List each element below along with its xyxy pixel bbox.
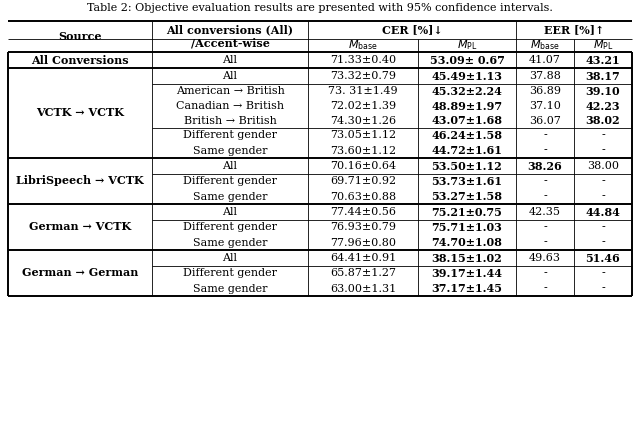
Text: 43.21: 43.21	[586, 54, 620, 65]
Text: Same gender: Same gender	[193, 238, 268, 248]
Text: $M_{\mathrm{PL}}$: $M_{\mathrm{PL}}$	[593, 39, 613, 52]
Text: 73.32±0.79: 73.32±0.79	[330, 71, 396, 81]
Text: All: All	[223, 71, 237, 81]
Text: 73. 31±1.49: 73. 31±1.49	[328, 86, 398, 96]
Text: 70.63±0.88: 70.63±0.88	[330, 191, 396, 201]
Text: -: -	[601, 177, 605, 187]
Text: 53.09± 0.67: 53.09± 0.67	[429, 54, 504, 65]
Text: 53.73±1.61: 53.73±1.61	[431, 176, 502, 187]
Text: All: All	[223, 55, 237, 65]
Text: -: -	[543, 191, 547, 201]
Text: 77.96±0.80: 77.96±0.80	[330, 238, 396, 248]
Text: 36.89: 36.89	[529, 86, 561, 96]
Text: -: -	[543, 283, 547, 293]
Text: 71.33±0.40: 71.33±0.40	[330, 55, 396, 65]
Text: VCTK → VCTK: VCTK → VCTK	[36, 108, 124, 119]
Text: -: -	[601, 130, 605, 140]
Text: 37.17±1.45: 37.17±1.45	[431, 283, 502, 294]
Text: -: -	[601, 222, 605, 232]
Text: 76.93±0.79: 76.93±0.79	[330, 222, 396, 232]
Text: Same gender: Same gender	[193, 191, 268, 201]
Text: 42.23: 42.23	[586, 101, 620, 112]
Text: American → British: American → British	[175, 86, 284, 96]
Text: 36.07: 36.07	[529, 116, 561, 126]
Text: -: -	[543, 222, 547, 232]
Text: 53.50±1.12: 53.50±1.12	[431, 160, 502, 171]
Text: 75.21±0.75: 75.21±0.75	[431, 207, 502, 218]
Text: -: -	[543, 269, 547, 279]
Text: 74.70±1.08: 74.70±1.08	[431, 237, 502, 248]
Text: LibriSpeech → VCTK: LibriSpeech → VCTK	[16, 176, 144, 187]
Text: 38.02: 38.02	[586, 115, 620, 126]
Text: 44.84: 44.84	[586, 207, 620, 218]
Text: 37.88: 37.88	[529, 71, 561, 81]
Text: Different gender: Different gender	[183, 130, 277, 140]
Text: 73.60±1.12: 73.60±1.12	[330, 146, 396, 156]
Text: 37.10: 37.10	[529, 101, 561, 111]
Text: All: All	[223, 207, 237, 217]
Text: 39.10: 39.10	[586, 86, 620, 97]
Text: 75.71±1.03: 75.71±1.03	[431, 222, 502, 233]
Text: 46.24±1.58: 46.24±1.58	[431, 130, 502, 141]
Text: British → British: British → British	[184, 116, 276, 126]
Text: 70.16±0.64: 70.16±0.64	[330, 161, 396, 171]
Text: 72.02±1.39: 72.02±1.39	[330, 101, 396, 111]
Text: Different gender: Different gender	[183, 222, 277, 232]
Text: -: -	[543, 238, 547, 248]
Text: -: -	[601, 146, 605, 156]
Text: Same gender: Same gender	[193, 283, 268, 293]
Text: -: -	[601, 191, 605, 201]
Text: -: -	[543, 130, 547, 140]
Text: 45.32±2.24: 45.32±2.24	[431, 86, 502, 97]
Text: -: -	[601, 283, 605, 293]
Text: German → VCTK: German → VCTK	[29, 221, 131, 232]
Text: 73.05±1.12: 73.05±1.12	[330, 130, 396, 140]
Text: 39.17±1.44: 39.17±1.44	[431, 268, 502, 279]
Text: German → German: German → German	[22, 268, 138, 279]
Text: Different gender: Different gender	[183, 177, 277, 187]
Text: All: All	[223, 253, 237, 263]
Text: 53.27±1.58: 53.27±1.58	[431, 191, 502, 202]
Text: 42.35: 42.35	[529, 207, 561, 217]
Text: 69.71±0.92: 69.71±0.92	[330, 177, 396, 187]
Text: Different gender: Different gender	[183, 269, 277, 279]
Text: Source: Source	[58, 31, 102, 42]
Text: 63.00±1.31: 63.00±1.31	[330, 283, 396, 293]
Text: All Conversions: All Conversions	[31, 54, 129, 65]
Text: $M_{\mathrm{base}}$: $M_{\mathrm{base}}$	[348, 39, 378, 52]
Text: Same gender: Same gender	[193, 146, 268, 156]
Text: Canadian → British: Canadian → British	[176, 101, 284, 111]
Text: 45.49±1.13: 45.49±1.13	[431, 71, 502, 82]
Text: -: -	[601, 238, 605, 248]
Text: -: -	[543, 177, 547, 187]
Text: 64.41±0.91: 64.41±0.91	[330, 253, 396, 263]
Text: 41.07: 41.07	[529, 55, 561, 65]
Text: 38.15±1.02: 38.15±1.02	[431, 252, 502, 263]
Text: 43.07±1.68: 43.07±1.68	[431, 115, 502, 126]
Text: 49.63: 49.63	[529, 253, 561, 263]
Text: 38.17: 38.17	[586, 71, 620, 82]
Text: $M_{\mathrm{PL}}$: $M_{\mathrm{PL}}$	[457, 39, 477, 52]
Text: -: -	[601, 269, 605, 279]
Text: 65.87±1.27: 65.87±1.27	[330, 269, 396, 279]
Text: 74.30±1.26: 74.30±1.26	[330, 116, 396, 126]
Text: 48.89±1.97: 48.89±1.97	[431, 101, 502, 112]
Text: All: All	[223, 161, 237, 171]
Text: 44.72±1.61: 44.72±1.61	[431, 145, 502, 156]
Text: Table 2: Objective evaluation results are presented with 95% confidence interval: Table 2: Objective evaluation results ar…	[87, 3, 553, 13]
Text: All conversions (All)
/Accent-wise: All conversions (All) /Accent-wise	[166, 24, 294, 48]
Text: $M_{\mathrm{base}}$: $M_{\mathrm{base}}$	[530, 39, 560, 52]
Text: -: -	[543, 146, 547, 156]
Text: 77.44±0.56: 77.44±0.56	[330, 207, 396, 217]
Text: CER [%]↓: CER [%]↓	[381, 24, 442, 35]
Text: 51.46: 51.46	[586, 252, 620, 263]
Text: EER [%]↑: EER [%]↑	[544, 24, 604, 35]
Text: 38.26: 38.26	[527, 160, 563, 171]
Text: 38.00: 38.00	[587, 161, 619, 171]
